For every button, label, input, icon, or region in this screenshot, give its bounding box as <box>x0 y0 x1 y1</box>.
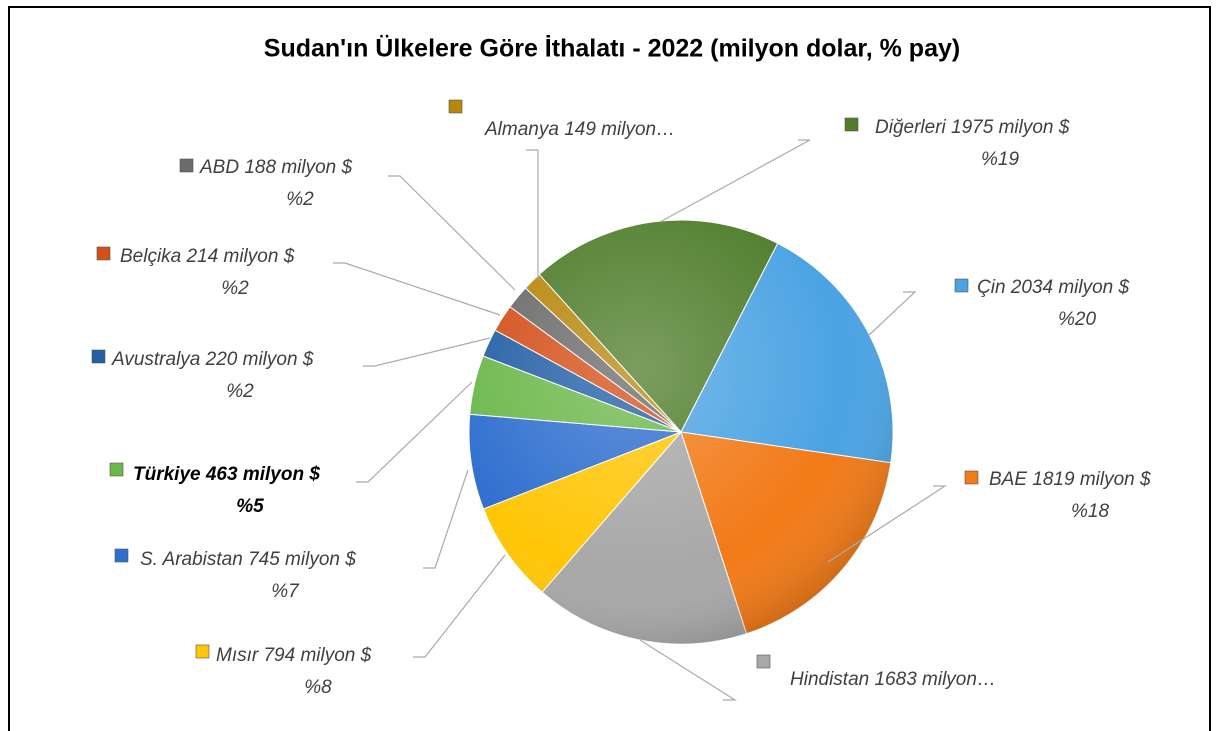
legend-marker <box>756 654 771 669</box>
slice-label: Almanya 149 milyon… <box>484 119 675 140</box>
slice-label: ABD 188 milyon $ <box>199 157 353 178</box>
leader-line <box>363 337 491 367</box>
leader-line <box>867 291 917 337</box>
leader-line <box>639 639 738 701</box>
share-label: %20 <box>1058 309 1096 330</box>
legend-marker <box>91 349 106 364</box>
leader-line <box>356 381 473 483</box>
leader-line <box>388 175 516 291</box>
share-label: %19 <box>981 149 1019 170</box>
legend-marker <box>179 158 194 173</box>
share-label: %18 <box>1071 501 1109 522</box>
slice-label: Belçika 214 milyon $ <box>120 246 295 267</box>
share-label: %2 <box>221 278 249 299</box>
legend-marker <box>954 278 969 293</box>
slice-label: Çin 2034 milyon $ <box>977 277 1130 298</box>
share-label: %2 <box>286 189 314 210</box>
slice-label: S. Arabistan 745 milyon $ <box>140 549 356 570</box>
legend-marker <box>96 246 111 261</box>
legend-marker <box>195 644 210 659</box>
chart-title: Sudan'ın Ülkelere Göre İthalatı - 2022 (… <box>264 34 960 63</box>
share-label: %5 <box>236 496 264 517</box>
legend-marker <box>964 470 979 485</box>
legend-marker <box>844 117 859 132</box>
slice-label: Mısır 794 milyon $ <box>216 645 372 666</box>
leader-line <box>526 149 539 280</box>
legend-marker <box>109 462 124 477</box>
share-label: %2 <box>226 381 254 402</box>
slice-label: BAE 1819 milyon $ <box>989 469 1151 490</box>
slice-label: Türkiye 463 milyon $ <box>133 464 320 485</box>
leader-line <box>659 139 811 223</box>
legend-marker <box>114 548 129 563</box>
leader-line <box>413 554 506 658</box>
share-label: %8 <box>304 677 332 698</box>
legend-marker <box>448 99 463 114</box>
slice-label: Hindistan 1683 milyon… <box>790 669 996 690</box>
leader-line <box>423 469 469 569</box>
slice-label: Diğerleri 1975 milyon $ <box>875 117 1070 138</box>
frame <box>8 6 1211 731</box>
leader-line <box>827 485 948 563</box>
leader-line <box>333 262 501 316</box>
slice-label: Avustralya 220 milyon $ <box>111 349 314 370</box>
share-label: %7 <box>271 581 300 602</box>
